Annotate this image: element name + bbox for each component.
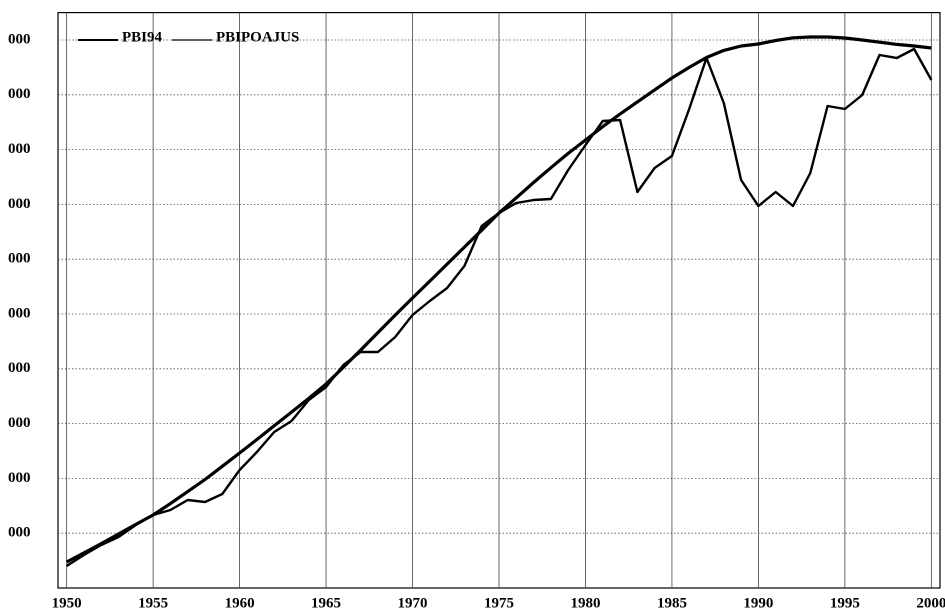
x-tick-label: 1955 [138,595,168,611]
y-tick-label: 000 [8,415,31,431]
y-tick-label: 000 [8,141,31,157]
y-tick-label: 000 [8,525,31,541]
x-tick-label: 1960 [225,595,255,611]
legend-label: PBIPOAJUS [216,29,299,45]
y-tick-label: 000 [8,470,31,486]
x-tick-label: 2000 [916,595,945,611]
x-tick-label: 1990 [743,595,773,611]
y-tick-label: 000 [8,360,31,376]
series-line [65,47,933,568]
y-tick-label: 000 [8,86,31,102]
y-tick-label: 000 [8,31,31,47]
y-tick-label: 000 [8,196,31,212]
x-tick-label: 1980 [570,595,600,611]
x-tick-label: 1970 [398,595,428,611]
y-tick-label: 000 [8,251,31,267]
x-tick-label: 1975 [484,595,514,611]
x-tick-label: 1965 [311,595,341,611]
x-tick-label: 1950 [52,595,82,611]
x-tick-label: 1995 [830,595,860,611]
y-tick-label: 000 [8,305,31,321]
x-tick-label: 1985 [657,595,687,611]
legend-label: PBI94 [122,29,163,45]
